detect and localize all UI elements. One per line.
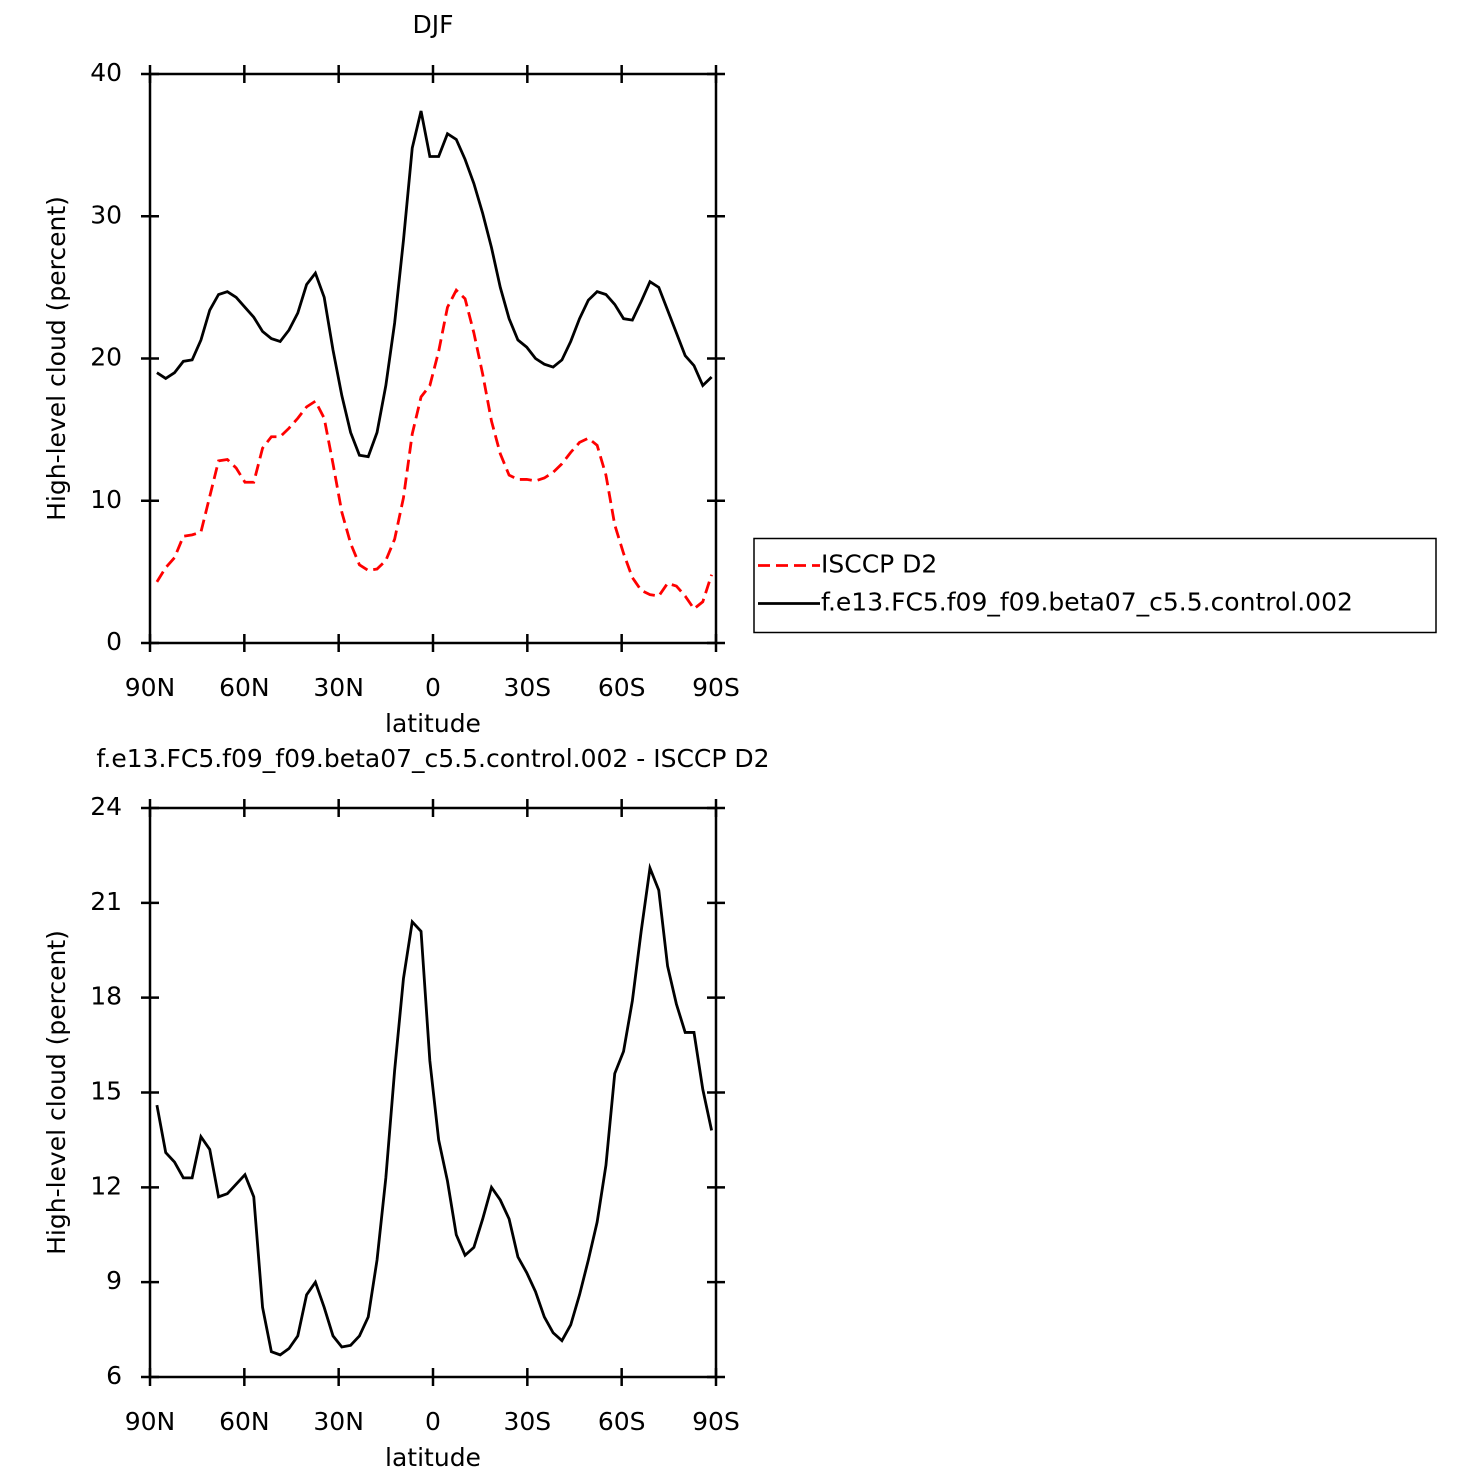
legend-box [753,537,1437,634]
x-tick-label: 0 [425,1407,441,1436]
y-tick-label: 40 [90,58,122,87]
x-axis-label: latitude [385,709,481,738]
y-tick-label: 6 [106,1361,122,1390]
y-tick-label: 18 [90,982,122,1011]
y-axis-label: High-level cloud (percent) [42,930,71,1255]
x-tick-label: 30N [313,673,364,702]
x-tick-label: 60S [598,673,646,702]
y-tick-label: 9 [106,1266,122,1295]
y-tick-label: 0 [106,627,122,656]
x-tick-label: 60N [219,1407,270,1436]
x-tick-label: 30S [503,1407,551,1436]
x-tick-label: 90S [692,1407,740,1436]
chart-title: f.e13.FC5.f09_f09.beta07_c5.5.control.00… [96,744,769,773]
y-axis-label: High-level cloud (percent) [42,196,71,521]
x-tick-label: 30S [503,673,551,702]
y-tick-label: 20 [90,343,122,372]
data-line [156,110,713,459]
x-tick-label: 90S [692,673,740,702]
y-tick-label: 24 [90,792,122,821]
x-tick-label: 60S [598,1407,646,1436]
x-tick-label: 90N [125,673,176,702]
x-tick-label: 30N [313,1407,364,1436]
data-line [155,862,713,1357]
data-line [155,287,713,611]
y-tick-label: 30 [90,200,122,229]
plot-frame [148,72,718,645]
legend-label: ISCCP D2 [821,550,937,579]
x-tick-label: 60N [219,673,270,702]
y-tick-label: 21 [90,887,122,916]
x-tick-label: 0 [425,673,441,702]
legend-label: f.e13.FC5.f09_f09.beta07_c5.5.control.00… [821,588,1353,617]
y-tick-label: 12 [90,1171,122,1200]
chart-title: DJF [412,10,453,39]
x-axis-label: latitude [385,1443,481,1472]
x-tick-label: 90N [125,1407,176,1436]
y-tick-label: 10 [90,485,122,514]
y-tick-label: 15 [90,1077,122,1106]
